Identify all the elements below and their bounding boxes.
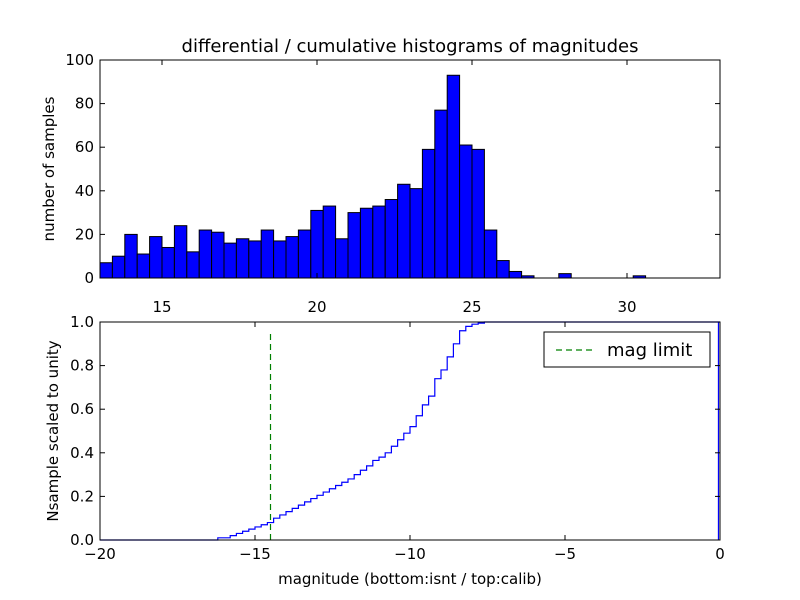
- histogram-bar: [558, 273, 572, 279]
- histogram-bar: [508, 270, 523, 279]
- histogram-bar: [235, 238, 250, 279]
- histogram-bar: [335, 238, 349, 279]
- y-tick-label: 0.6: [70, 400, 94, 418]
- histogram-bar: [136, 253, 151, 279]
- cumulative-lines: [100, 321, 720, 541]
- y-tick-label: 20: [75, 225, 94, 243]
- histogram-bar: [310, 209, 324, 279]
- histogram-y-axis-label: number of samples: [40, 96, 58, 241]
- histogram-bar: [260, 229, 275, 279]
- y-tick-label: 100: [65, 51, 94, 69]
- histogram-bar: [384, 199, 399, 279]
- histogram-bar: [111, 255, 126, 279]
- y-tick-label: 80: [75, 95, 94, 113]
- cumulative-step-line: [100, 321, 720, 541]
- y-tick-label: 0.8: [70, 357, 94, 375]
- x-tick-label: 15: [152, 298, 171, 316]
- cumulative-ticks: −20 −15 −10 −5 0 0.0 0.2 0.4 0.6 0.8 1.0: [70, 313, 725, 563]
- y-tick-label: 0.4: [70, 444, 94, 462]
- histogram-bar: [446, 74, 461, 279]
- histogram-bar: [409, 188, 423, 279]
- y-tick-label: 0.0: [70, 531, 94, 549]
- cumulative-x-axis-label: magnitude (bottom:isnt / top:calib): [278, 570, 542, 588]
- x-tick-label: 30: [617, 298, 636, 316]
- x-tick-label: −20: [84, 545, 116, 563]
- x-tick-label: 0: [715, 545, 725, 563]
- histogram-bar: [459, 144, 473, 279]
- histogram-bar: [347, 212, 361, 279]
- histogram-bar: [359, 207, 374, 279]
- histogram-bar: [223, 242, 237, 279]
- histogram-ticks: 15 20 25 30 0 20 40 60 80 100: [65, 51, 720, 316]
- histogram-bar: [198, 229, 213, 279]
- histogram-bar: [372, 205, 386, 279]
- legend-entry-mag-limit: mag limit: [607, 340, 692, 361]
- legend: mag limit: [543, 331, 711, 368]
- histogram-bar: [211, 231, 225, 279]
- histogram-bar: [273, 240, 287, 279]
- histogram-bar: [124, 233, 138, 279]
- y-tick-label: 0: [84, 269, 94, 287]
- histogram-frame: [99, 59, 721, 279]
- y-tick-label: 40: [75, 182, 94, 200]
- histogram-bar: [297, 229, 312, 279]
- histogram-bar: [99, 262, 113, 279]
- chart-title: differential / cumulative histograms of …: [182, 36, 639, 57]
- histogram-bar: [248, 240, 262, 279]
- histogram-panel: differential / cumulative histograms of …: [40, 36, 721, 316]
- y-tick-label: 0.2: [70, 487, 94, 505]
- histogram-bar: [173, 225, 188, 279]
- histogram-bar: [285, 236, 299, 279]
- histogram-bars: [99, 74, 647, 279]
- histogram-bar: [471, 148, 485, 279]
- histogram-bar: [434, 109, 448, 279]
- histogram-bar: [149, 236, 163, 279]
- histogram-bar: [496, 260, 510, 279]
- cumulative-y-axis-label: Nsample scaled to unity: [44, 340, 62, 521]
- cumulative-panel: −20 −15 −10 −5 0 0.0 0.2 0.4 0.6 0.8 1.0 magnitude…: [44, 313, 725, 588]
- x-tick-label: −15: [239, 545, 271, 563]
- histogram-bar: [322, 205, 337, 279]
- y-tick-label: 1.0: [70, 313, 94, 331]
- histogram-bar: [186, 251, 200, 279]
- x-tick-label: 25: [462, 298, 481, 316]
- x-tick-label: −5: [554, 545, 576, 563]
- x-tick-label: 20: [307, 298, 326, 316]
- y-tick-label: 60: [75, 138, 94, 156]
- histogram-bar: [161, 246, 175, 279]
- histogram-bar: [397, 183, 411, 279]
- x-tick-label: −10: [394, 545, 426, 563]
- histogram-bar: [421, 148, 436, 279]
- histogram-bar: [483, 229, 498, 279]
